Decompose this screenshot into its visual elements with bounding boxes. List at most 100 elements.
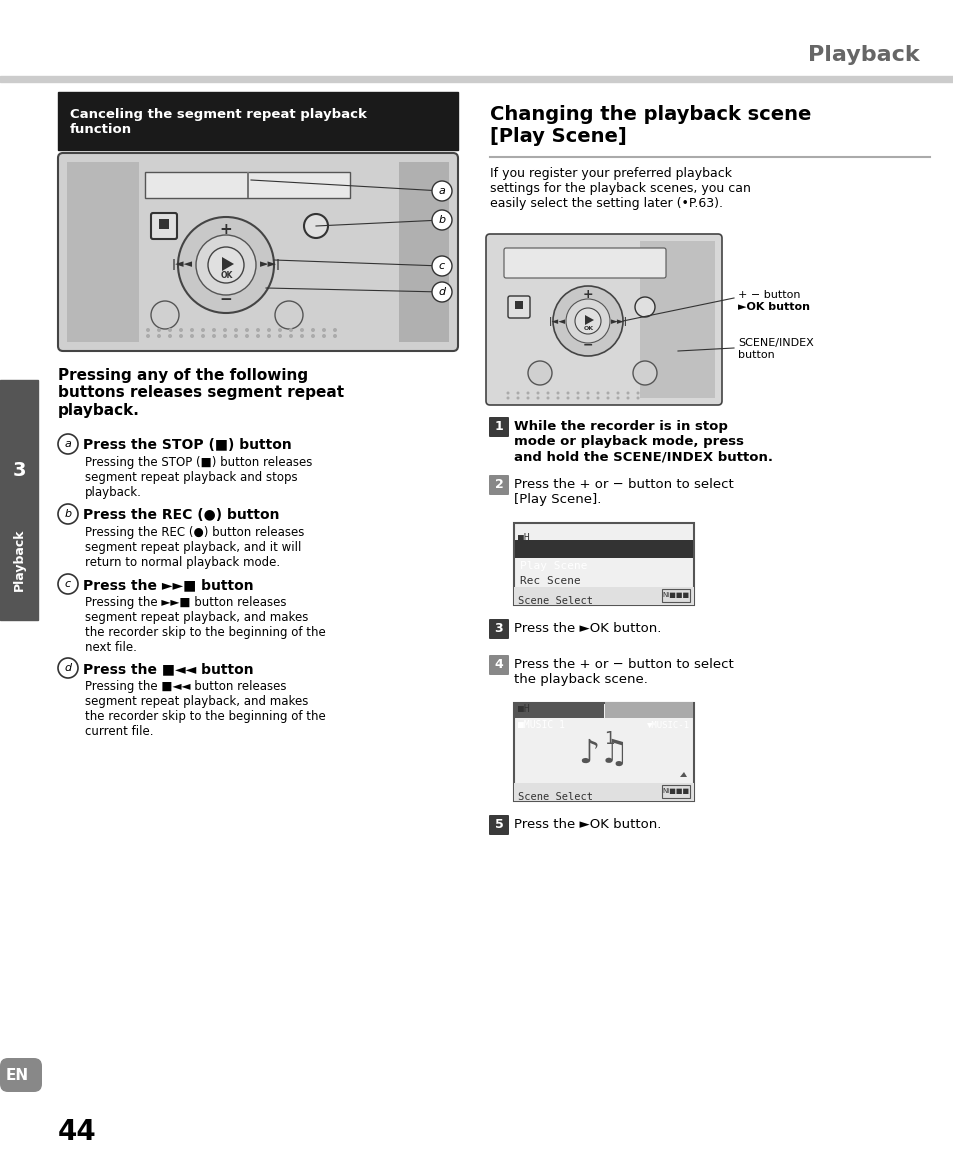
Bar bbox=[0, 76, 953, 82]
FancyBboxPatch shape bbox=[489, 655, 509, 675]
Text: Playback: Playback bbox=[12, 529, 26, 592]
Text: Press the ■◄◄ button: Press the ■◄◄ button bbox=[83, 662, 253, 676]
Circle shape bbox=[635, 296, 655, 317]
Circle shape bbox=[506, 391, 509, 395]
Circle shape bbox=[576, 391, 578, 395]
Text: 4: 4 bbox=[494, 659, 503, 672]
Text: Pressing the STOP (■) button releases
segment repeat playback and stops
playback: Pressing the STOP (■) button releases se… bbox=[85, 456, 312, 499]
Circle shape bbox=[586, 396, 589, 400]
Circle shape bbox=[157, 328, 161, 332]
Circle shape bbox=[299, 334, 304, 338]
Text: +: + bbox=[219, 221, 233, 236]
Bar bbox=[514, 783, 693, 801]
Circle shape bbox=[58, 504, 78, 525]
Circle shape bbox=[553, 286, 622, 356]
Text: ■H: ■H bbox=[517, 533, 529, 543]
Circle shape bbox=[267, 334, 271, 338]
Circle shape bbox=[322, 334, 326, 338]
Text: OK: OK bbox=[583, 325, 594, 330]
Circle shape bbox=[201, 328, 205, 332]
Circle shape bbox=[233, 334, 237, 338]
Text: |◄◄: |◄◄ bbox=[548, 316, 565, 325]
Text: c: c bbox=[65, 579, 71, 589]
Polygon shape bbox=[584, 315, 594, 325]
Text: Changing the playback scene
[Play Scene]: Changing the playback scene [Play Scene] bbox=[490, 105, 810, 146]
Text: Scene Select: Scene Select bbox=[517, 792, 593, 802]
FancyBboxPatch shape bbox=[503, 248, 665, 278]
Circle shape bbox=[146, 328, 150, 332]
Bar bbox=[67, 162, 139, 342]
Circle shape bbox=[516, 391, 519, 395]
Text: Press the ►►■ button: Press the ►►■ button bbox=[83, 578, 253, 592]
Circle shape bbox=[299, 328, 304, 332]
Text: 5: 5 bbox=[494, 819, 503, 831]
Circle shape bbox=[565, 299, 609, 343]
Text: Press the + or − button to select
the playback scene.: Press the + or − button to select the pl… bbox=[514, 658, 733, 686]
Text: |◄◄: |◄◄ bbox=[172, 259, 193, 271]
FancyBboxPatch shape bbox=[58, 153, 457, 351]
Circle shape bbox=[616, 396, 618, 400]
Text: While the recorder is in stop
mode or playback mode, press
and hold the SCENE/IN: While the recorder is in stop mode or pl… bbox=[514, 420, 772, 463]
Circle shape bbox=[432, 210, 452, 230]
Text: Playback: Playback bbox=[807, 45, 919, 65]
FancyBboxPatch shape bbox=[151, 213, 177, 239]
Text: Press the + or − button to select
[Play Scene].: Press the + or − button to select [Play … bbox=[514, 478, 733, 506]
Circle shape bbox=[195, 235, 255, 295]
Bar bbox=[661, 589, 689, 602]
FancyBboxPatch shape bbox=[485, 234, 721, 405]
Text: Pressing any of the following
buttons releases segment repeat
playback.: Pressing any of the following buttons re… bbox=[58, 368, 344, 418]
FancyBboxPatch shape bbox=[489, 620, 509, 639]
FancyBboxPatch shape bbox=[489, 475, 509, 494]
Text: Pressing the ►►■ button releases
segment repeat playback, and makes
the recorder: Pressing the ►►■ button releases segment… bbox=[85, 596, 325, 654]
Text: Ni■■■: Ni■■■ bbox=[661, 787, 689, 794]
Bar bbox=[58, 91, 457, 151]
Circle shape bbox=[566, 391, 569, 395]
Circle shape bbox=[289, 328, 293, 332]
Bar bbox=[247, 173, 249, 198]
Circle shape bbox=[596, 391, 598, 395]
Text: Pressing the ■◄◄ button releases
segment repeat playback, and makes
the recorder: Pressing the ■◄◄ button releases segment… bbox=[85, 680, 325, 738]
Bar bbox=[514, 587, 693, 604]
Circle shape bbox=[333, 328, 336, 332]
Circle shape bbox=[233, 328, 237, 332]
Circle shape bbox=[536, 391, 539, 395]
Text: ►►|: ►►| bbox=[259, 259, 280, 271]
Circle shape bbox=[212, 334, 215, 338]
Circle shape bbox=[556, 391, 558, 395]
Text: −: − bbox=[582, 338, 593, 352]
Text: 1: 1 bbox=[494, 420, 503, 433]
Bar bbox=[515, 540, 692, 558]
Circle shape bbox=[526, 391, 529, 395]
Circle shape bbox=[527, 361, 552, 384]
Circle shape bbox=[616, 391, 618, 395]
Text: EN: EN bbox=[6, 1068, 29, 1083]
Text: −: − bbox=[219, 292, 233, 307]
Text: c: c bbox=[438, 261, 445, 271]
Circle shape bbox=[311, 334, 314, 338]
Circle shape bbox=[636, 391, 639, 395]
Circle shape bbox=[168, 328, 172, 332]
Circle shape bbox=[586, 391, 589, 395]
Text: 3: 3 bbox=[495, 623, 503, 636]
FancyBboxPatch shape bbox=[507, 296, 530, 318]
Circle shape bbox=[168, 334, 172, 338]
Text: 2: 2 bbox=[494, 478, 503, 491]
Polygon shape bbox=[679, 772, 686, 777]
Text: d: d bbox=[65, 664, 71, 673]
Circle shape bbox=[606, 391, 609, 395]
Circle shape bbox=[633, 361, 657, 384]
Circle shape bbox=[157, 334, 161, 338]
Circle shape bbox=[190, 334, 193, 338]
Text: +: + bbox=[582, 288, 593, 301]
Text: a: a bbox=[65, 439, 71, 449]
Circle shape bbox=[432, 181, 452, 201]
Circle shape bbox=[556, 396, 558, 400]
Text: Rec Scene: Rec Scene bbox=[519, 576, 580, 586]
Text: Ni■■■: Ni■■■ bbox=[661, 592, 689, 598]
Bar bbox=[0, 380, 38, 620]
Circle shape bbox=[576, 396, 578, 400]
Text: b: b bbox=[438, 215, 445, 225]
Circle shape bbox=[212, 328, 215, 332]
Circle shape bbox=[179, 334, 183, 338]
Circle shape bbox=[575, 308, 600, 334]
